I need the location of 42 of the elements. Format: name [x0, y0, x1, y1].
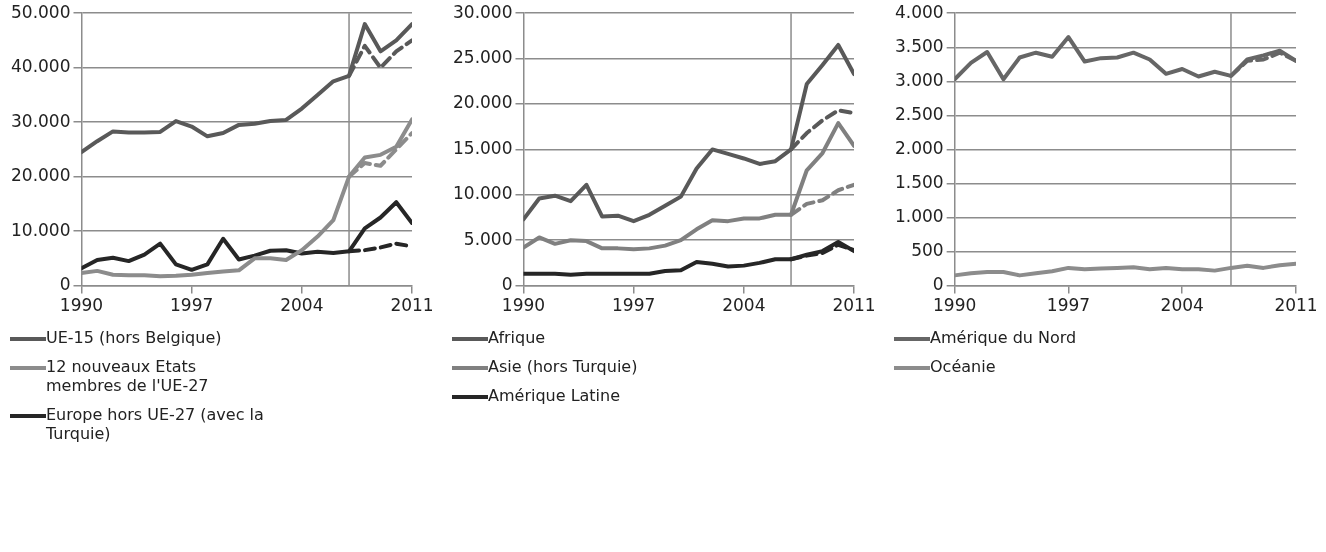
y-tick-label: 4.000	[895, 1, 944, 22]
y-tick-label: 25.000	[453, 47, 513, 68]
x-tick-label: 1990	[501, 295, 546, 316]
x-tick-label: 1997	[612, 295, 656, 316]
legend-label: 12 nouveaux Etats membres de l'UE-27	[46, 357, 210, 395]
y-tick-label: 30.000	[11, 110, 71, 131]
y-tick-label: 2.000	[895, 137, 944, 158]
y-tick-label: 1.500	[895, 171, 944, 192]
y-tick-label: 50.000	[11, 1, 71, 22]
y-tick-label: 10.000	[453, 183, 513, 204]
legend-label: Océanie	[930, 357, 996, 376]
y-tick-label: 40.000	[11, 56, 71, 77]
y-tick-label: 0	[59, 274, 71, 295]
y-tick-label: 20.000	[453, 92, 513, 113]
x-tick-label: 1990	[59, 295, 104, 316]
x-tick-label: 2011	[1274, 295, 1318, 316]
x-tick-label: 1990	[933, 295, 977, 316]
y-tick-label: 0	[501, 274, 513, 295]
y-tick-label: 3.000	[895, 69, 944, 90]
legend-label: Amérique du Nord	[930, 328, 1077, 347]
x-tick-label: 1997	[170, 295, 214, 316]
x-tick-label: 1997	[1046, 295, 1091, 316]
y-tick-label: 500	[911, 239, 944, 260]
y-tick-label: 30.000	[453, 1, 513, 22]
y-tick-label: 3.500	[895, 35, 944, 56]
legend-label: Europe hors UE-27 (avec la Turquie)	[46, 405, 265, 443]
x-tick-label: 2011	[390, 295, 434, 316]
x-tick-label: 2004	[722, 295, 766, 316]
y-tick-label: 1.000	[895, 205, 944, 226]
y-tick-label: 2.500	[895, 103, 944, 124]
x-tick-label: 2011	[832, 295, 876, 316]
legend-label: Asie (hors Turquie)	[488, 357, 638, 376]
y-tick-label: 0	[932, 274, 944, 295]
legend-label: Afrique	[488, 328, 546, 347]
x-tick-label: 2004	[280, 295, 324, 316]
y-tick-label: 20.000	[11, 165, 71, 186]
legend-label: Amérique Latine	[488, 386, 621, 405]
y-tick-label: 15.000	[453, 137, 513, 158]
x-tick-label: 2004	[1160, 295, 1204, 316]
y-tick-label: 10.000	[11, 219, 71, 240]
y-tick-label: 5.000	[463, 228, 513, 249]
legend-label: UE-15 (hors Belgique)	[46, 328, 222, 347]
